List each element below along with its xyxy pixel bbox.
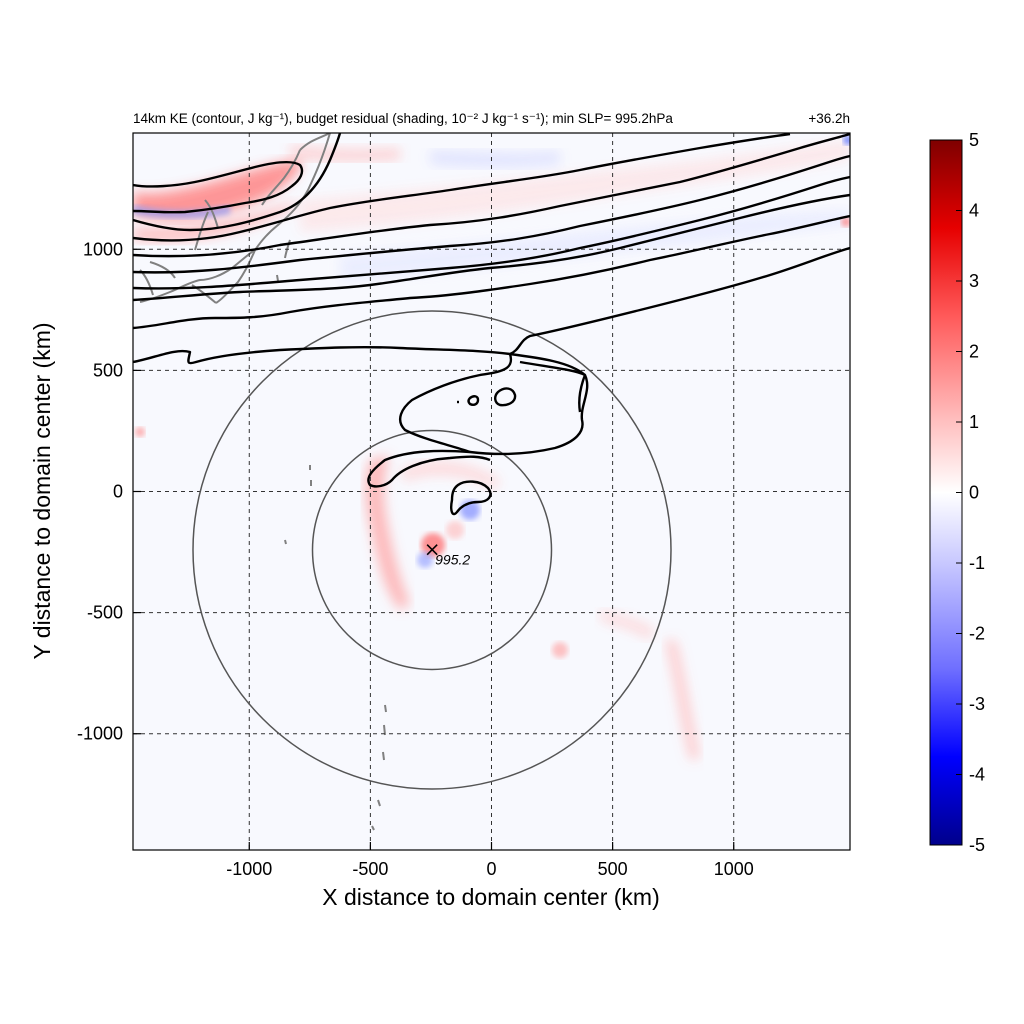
range-circles [192, 310, 672, 790]
colorbar-tick-label: 2 [969, 342, 979, 362]
y-tick-label: 1000 [83, 239, 123, 259]
x-tick-label: 0 [486, 859, 496, 879]
x-tick-label: 500 [598, 859, 628, 879]
y-tick-label: -1000 [77, 724, 123, 744]
colorbar-tick-label: 4 [969, 201, 979, 221]
storm-center-marker: 995.2 [426, 544, 470, 568]
range-circle-500km [311, 429, 553, 671]
colorbar-tick-label: 0 [969, 483, 979, 503]
colorbar-tick-label: 1 [969, 412, 979, 432]
map-panel: 995.2 [133, 133, 850, 850]
colorbar-tick-label: -5 [969, 835, 985, 855]
y-tick-label: -500 [87, 603, 123, 623]
colorbar-tick-label: -1 [969, 553, 985, 573]
y-axis-ticks: 1000 500 0 -500 -1000 [77, 239, 141, 744]
x-tick-label: 1000 [714, 859, 754, 879]
x-axis-ticks: -1000 -500 0 500 1000 [226, 842, 754, 879]
min-slp-label: 995.2 [435, 552, 470, 568]
colorbar-tick-label: 5 [969, 130, 979, 150]
colorbar-tick-label: -4 [969, 765, 985, 785]
x-tick-label: -500 [352, 859, 388, 879]
colorbar-ticks: 5 4 3 2 1 0 -1 -2 -3 -4 -5 [956, 130, 985, 855]
x-axis-title: X distance to domain center (km) [322, 884, 659, 910]
colorbar-tick-label: -2 [969, 624, 985, 644]
range-circle-1000km [192, 310, 672, 790]
x-tick-label: -1000 [226, 859, 272, 879]
colorbar: 5 4 3 2 1 0 -1 -2 -3 -4 -5 [929, 130, 985, 855]
y-tick-label: 0 [113, 482, 123, 502]
y-axis-title: Y distance to domain center (km) [29, 322, 55, 659]
ke-contours [133, 133, 850, 516]
y-tick-label: 500 [93, 360, 123, 380]
plot-title: 14km KE (contour, J kg⁻¹), budget residu… [133, 111, 673, 126]
colorbar-tick-label: 3 [969, 271, 979, 291]
colorbar-tick-label: -3 [969, 694, 985, 714]
forecast-time: +36.2h [808, 111, 850, 126]
